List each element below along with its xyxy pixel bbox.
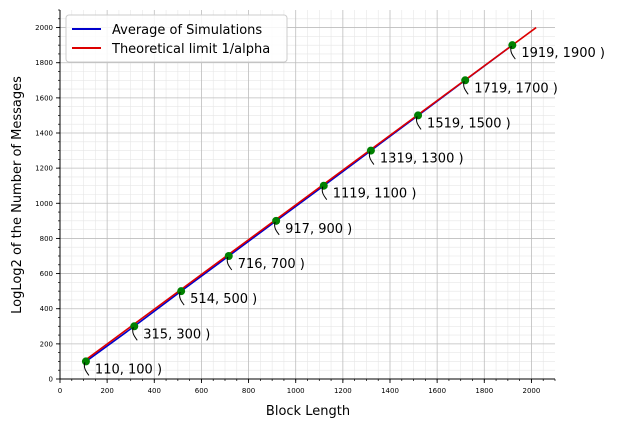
- x-tick-label: 1200: [334, 387, 352, 395]
- legend-label-average: Average of Simulations: [112, 23, 262, 38]
- data-markers: [81, 41, 517, 366]
- point-annotation: 1119, 1100 ): [333, 187, 417, 202]
- y-tick-label: 200: [40, 340, 53, 348]
- y-tick-label: 1000: [35, 200, 53, 208]
- annotation-arrow: [463, 81, 469, 95]
- annotation-arrow: [510, 45, 516, 60]
- y-tick-label: 1400: [35, 130, 53, 138]
- annotation-arrow: [416, 116, 422, 130]
- point-annotation: 716, 700 ): [238, 257, 305, 272]
- point-annotation: 1519, 1500 ): [427, 116, 511, 131]
- y-tick-label: 1600: [35, 94, 53, 102]
- x-tick-label: 600: [195, 387, 208, 395]
- data-point-marker: [461, 76, 470, 85]
- legend-box: [65, 14, 288, 63]
- y-tick-label: 800: [40, 235, 53, 243]
- x-tick-label: 1600: [428, 387, 446, 395]
- x-tick-label: 200: [100, 387, 113, 395]
- point-annotation: 315, 300 ): [143, 327, 210, 342]
- data-point-marker: [508, 41, 517, 50]
- point-annotation: 110, 100 ): [95, 362, 162, 377]
- annotation-arrow: [274, 221, 280, 236]
- data-point-marker: [414, 111, 423, 120]
- series-lines: [85, 26, 537, 363]
- data-point-marker: [224, 252, 233, 260]
- annotation-arrow: [321, 186, 328, 200]
- point-annotation: 917, 900 ): [285, 222, 352, 237]
- x-tick-label: 2000: [523, 387, 541, 395]
- y-tick-label: 1200: [35, 165, 53, 173]
- x-tick-label: 1800: [475, 387, 493, 395]
- x-tick-label: 0: [58, 387, 62, 395]
- y-tick-label: 2000: [35, 24, 53, 32]
- x-axis-title: Block Length: [266, 404, 350, 419]
- series-line-theoretical: [85, 26, 537, 361]
- data-point-marker: [366, 146, 375, 155]
- ticks: 0 200 400 600 800 1000 1200 1400 1600 1800 2000 0 20…: [35, 9, 556, 395]
- legend-label-theoretical: Theoretical limit 1/alpha: [111, 42, 270, 57]
- annotation-arrow: [368, 151, 375, 165]
- data-point-marker: [177, 287, 186, 296]
- y-tick-label: 1800: [35, 59, 53, 67]
- x-tick-label: 400: [148, 387, 161, 395]
- data-point-marker: [272, 216, 281, 225]
- point-annotation: 1919, 1900 ): [521, 46, 605, 61]
- x-tick-label: 1000: [287, 387, 305, 395]
- point-annotation: 1719, 1700 ): [474, 81, 558, 96]
- annotation-arrow: [226, 256, 233, 271]
- point-annotations: 110, 100 ) 315, 300 ) 514, 500 ) 716, 700 )…: [83, 45, 605, 377]
- y-tick-label: 400: [40, 305, 53, 313]
- major-grid: [60, 10, 555, 379]
- y-tick-label: 0: [49, 376, 53, 384]
- data-point-marker: [319, 181, 328, 190]
- data-point-marker: [81, 357, 90, 366]
- legend: Average of Simulations Theoretical limit…: [65, 14, 288, 63]
- y-axis-title: LogLog2 of the Number of Messages: [10, 76, 25, 314]
- point-annotation: 1319, 1300 ): [380, 152, 464, 167]
- x-tick-label: 1400: [381, 387, 399, 395]
- point-annotation: 514, 500 ): [190, 292, 257, 307]
- x-tick-label: 800: [242, 387, 255, 395]
- annotation-arrow: [132, 327, 138, 341]
- annotation-arrow: [83, 362, 90, 376]
- annotation-arrow: [179, 291, 185, 306]
- y-tick-label: 600: [40, 270, 53, 278]
- data-point-marker: [130, 322, 139, 331]
